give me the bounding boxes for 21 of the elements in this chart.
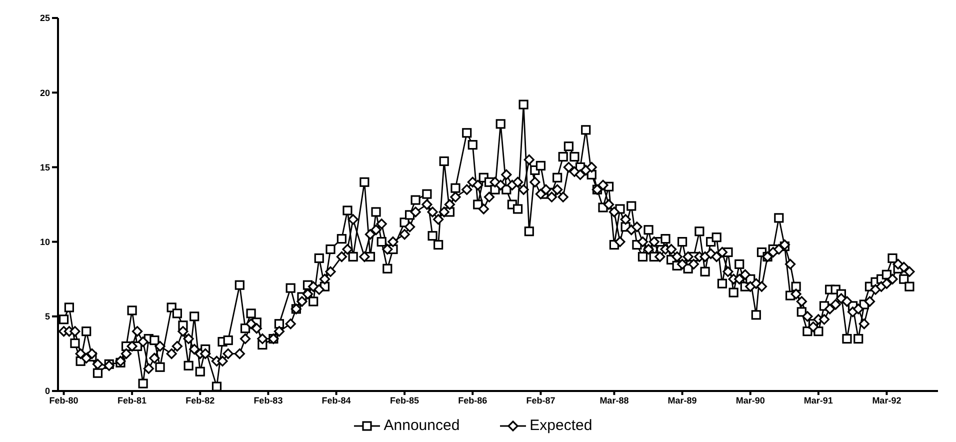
y-tick-label: 20	[40, 88, 50, 98]
x-tick-label: Mar-92	[872, 395, 902, 406]
y-tick-label: 10	[40, 236, 50, 247]
x-tick-label: Feb-87	[526, 395, 556, 406]
x-tick-label: Feb-85	[390, 395, 420, 406]
legend-label: Announced	[382, 417, 460, 434]
x-tick-label: Mar-91	[804, 395, 833, 406]
x-tick-label: Mar-90	[736, 395, 765, 406]
x-tick-label: Mar-89	[668, 395, 697, 406]
x-tick-label: Feb-82	[186, 395, 215, 406]
y-tick-label: 15	[40, 162, 50, 172]
x-tick-label: Feb-83	[254, 395, 283, 406]
legend-label: Expected	[528, 417, 592, 434]
y-tick-label: 25	[40, 13, 50, 24]
x-tick-label: Feb-86	[458, 395, 488, 406]
y-tick-label: 5	[44, 312, 50, 322]
x-tick-label: Mar-88	[600, 395, 629, 406]
x-tick-label: Feb-80	[49, 395, 78, 406]
x-tick-label: Feb-84	[322, 395, 351, 406]
x-tick-label: Feb-81	[118, 395, 147, 406]
y-tick-label: 0	[44, 386, 50, 396]
